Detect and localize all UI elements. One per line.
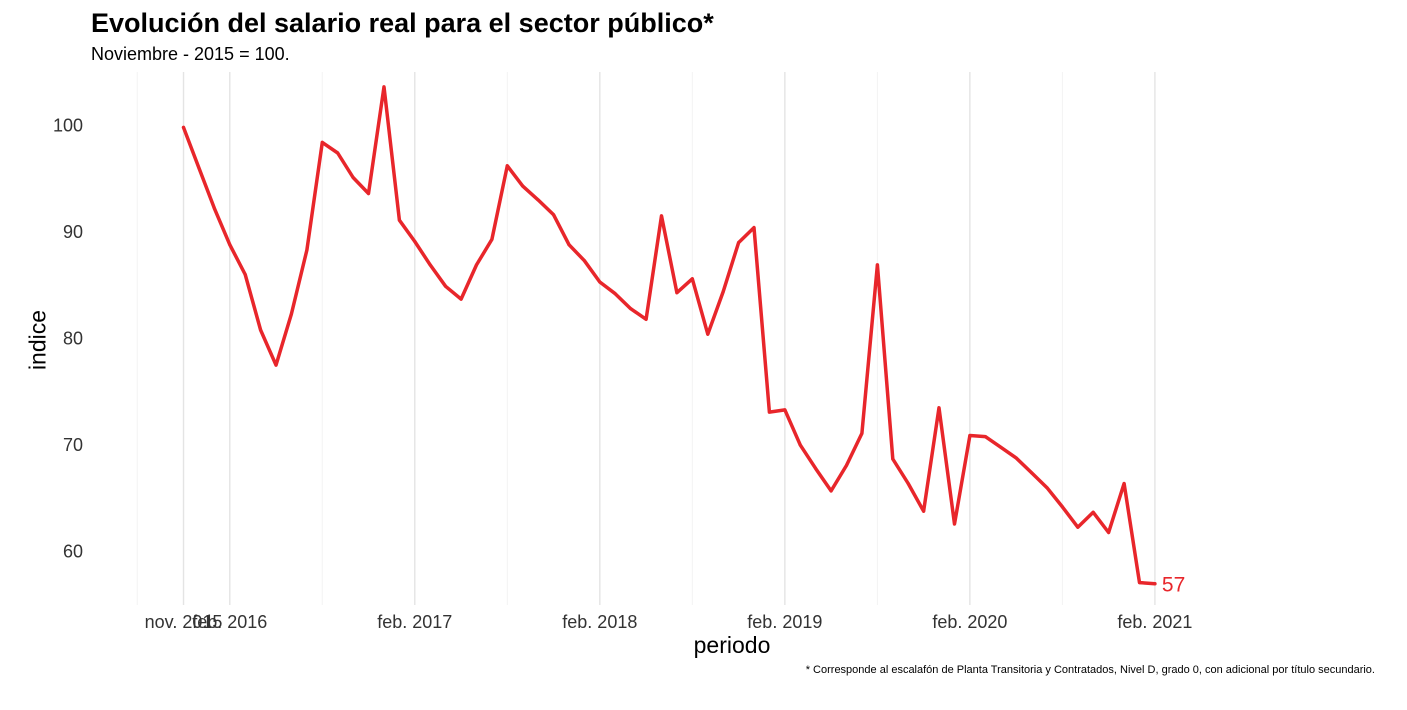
data-point [428, 263, 432, 267]
data-point [320, 140, 324, 144]
chart-title: Evolución del salario real para el secto… [91, 8, 714, 38]
data-point [1014, 456, 1018, 460]
data-point [367, 192, 371, 196]
data-point [875, 263, 879, 267]
data-point [1030, 471, 1034, 475]
data-point [382, 85, 386, 89]
data-point [814, 467, 818, 471]
data-point [721, 290, 725, 294]
data-point [474, 263, 478, 267]
data-point [860, 431, 864, 435]
data-point [613, 292, 617, 296]
x-tick-label: nov. 2015 [145, 612, 223, 632]
y-tick-label: 100 [53, 115, 83, 135]
end-value-label: 57 [1162, 574, 1185, 597]
y-tick-label: 70 [63, 435, 83, 455]
data-point [536, 198, 540, 202]
data-point [1137, 581, 1141, 585]
data-point [737, 241, 741, 245]
data-point [1122, 481, 1126, 485]
data-point [1045, 486, 1049, 490]
x-tick-label: feb. 2016 [192, 612, 267, 632]
data-point [182, 125, 186, 129]
data-point [783, 408, 787, 412]
x-tick-label: feb. 2021 [1117, 612, 1192, 632]
data-point [444, 284, 448, 288]
data-point [752, 226, 756, 230]
data-point [459, 297, 463, 301]
data-point [829, 489, 833, 493]
data-point [690, 277, 694, 281]
data-point [336, 151, 340, 155]
data-point [413, 239, 417, 243]
data-point [274, 363, 278, 367]
x-tick-label: feb. 2019 [747, 612, 822, 632]
data-point [490, 237, 494, 241]
data-point [675, 291, 679, 295]
data-point [1153, 582, 1157, 586]
data-point [228, 243, 232, 247]
data-point [598, 280, 602, 284]
data-point [968, 434, 972, 438]
data-point [999, 445, 1003, 449]
data-point [567, 243, 571, 247]
data-point [937, 406, 941, 410]
data-point [952, 522, 956, 526]
data-point [397, 218, 401, 222]
data-point [983, 435, 987, 439]
x-tick-label: feb. 2018 [562, 612, 637, 632]
y-tick-label: 80 [63, 329, 83, 349]
data-point [706, 332, 710, 336]
data-point [891, 457, 895, 461]
data-point [505, 164, 509, 168]
data-point [644, 317, 648, 321]
data-point [767, 410, 771, 414]
data-point [922, 509, 926, 513]
data-point [845, 463, 849, 467]
x-tick-label: feb. 2020 [932, 612, 1007, 632]
data-point [305, 248, 309, 252]
chart-caption: * Corresponde al escalafón de Planta Tra… [805, 664, 1375, 676]
data-point [582, 259, 586, 263]
series-line [181, 85, 1157, 586]
x-tick-label: feb. 2017 [377, 612, 452, 632]
data-point [660, 214, 663, 218]
data-point [552, 213, 556, 217]
x-axis-label: periodo [693, 632, 771, 658]
y-tick-label: 60 [63, 542, 83, 562]
data-point [1060, 505, 1064, 509]
data-point [212, 206, 216, 210]
data-point [259, 328, 263, 332]
data-point [521, 184, 525, 188]
data-point [351, 176, 355, 180]
y-tick-label: 90 [63, 222, 83, 242]
data-point [629, 307, 633, 311]
data-point [197, 166, 201, 170]
chart-subtitle: Noviembre - 2015 = 100. [91, 44, 290, 64]
data-point [1107, 531, 1111, 535]
data-point [1091, 510, 1095, 514]
data-point [1076, 525, 1080, 529]
data-point [906, 481, 910, 485]
data-point [243, 273, 247, 277]
data-point [289, 312, 293, 316]
data-point [798, 443, 802, 447]
